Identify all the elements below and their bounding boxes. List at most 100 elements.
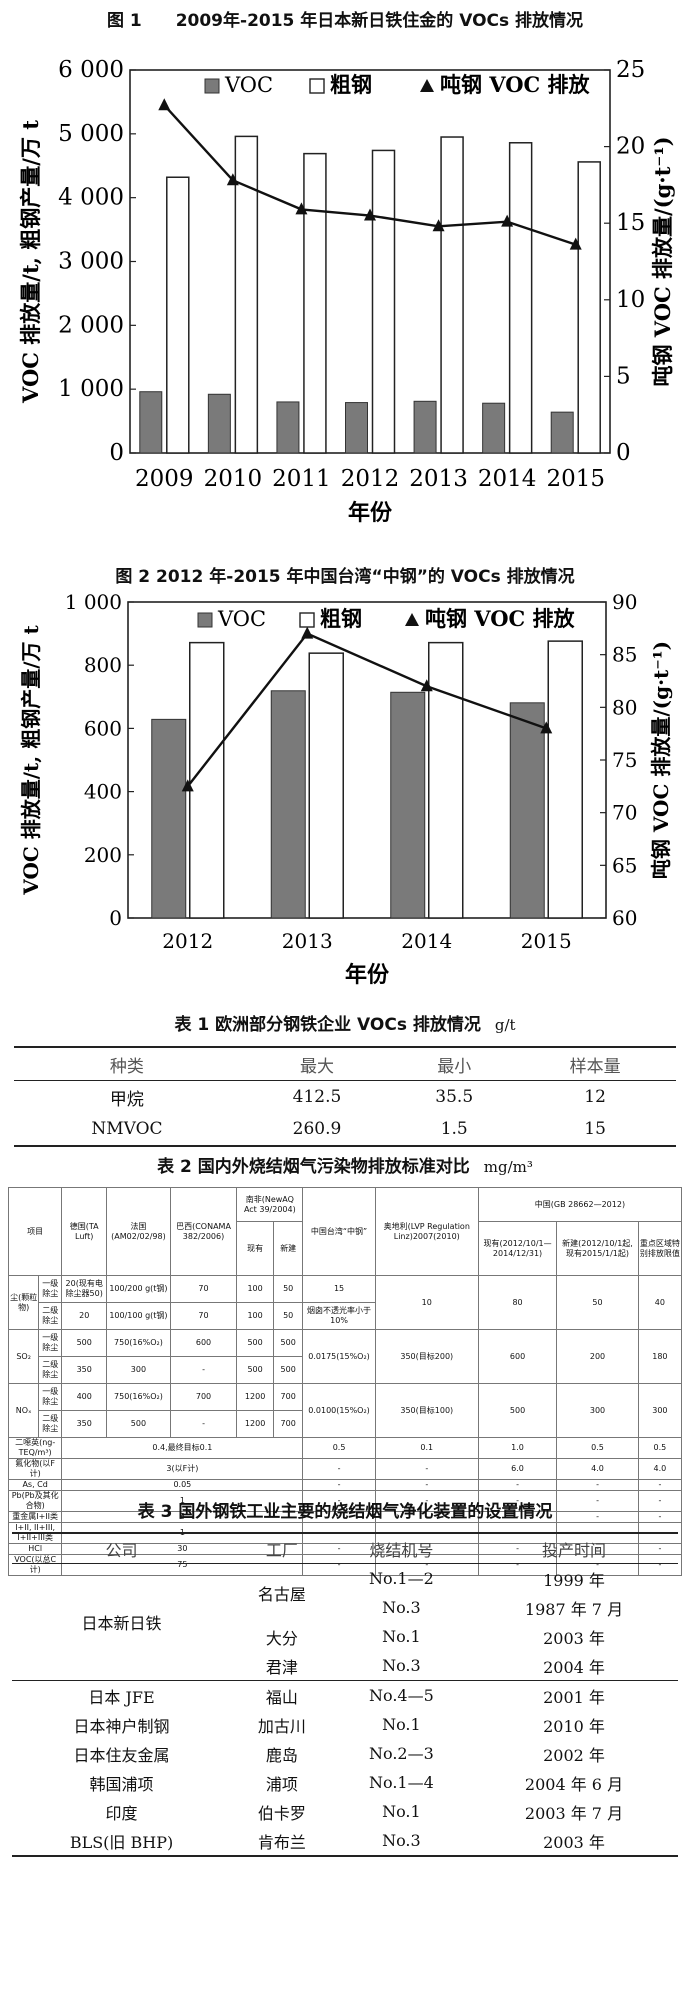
table-cell: 70 [169, 1275, 238, 1303]
table-cell: - [477, 1490, 558, 1512]
bar-voc [482, 402, 506, 454]
table-cell: 韩国浦项 [89, 1774, 154, 1794]
table-cell: 100 [236, 1302, 274, 1330]
line-point [181, 779, 194, 792]
header-china: 中国(GB 28662—2012) [477, 1187, 683, 1222]
header-germany: 德国(TA Luft) [61, 1187, 108, 1276]
table-1-title-text: 表 1 欧洲部分钢铁企业 VOCs 排放情况 [174, 1015, 481, 1035]
table-cell: 100/100 g(t钢) [106, 1302, 171, 1330]
table-cell: 2002 年 [543, 1745, 605, 1765]
header-cn-special: 重点区域特别排放限值 [637, 1221, 683, 1276]
table-cell: 2010 年 [543, 1716, 605, 1736]
table-cell: 0.4,最终目标0.1 [61, 1437, 304, 1459]
table-3-title: 表 3 国外钢铁工业主要的烧结烟气净化装置的设置情况 [137, 1502, 553, 1522]
table-cell: 2003 年 7 月 [524, 1803, 624, 1823]
table-3: 公司 工厂 烧结机号 投产时间 日本新日铁 名古屋 No.1—2 1999 年 No.3… [12, 1532, 678, 1857]
y2-tick-label: 5 [616, 363, 631, 389]
x-axis-title: 年份 [345, 962, 390, 988]
table-cell: 氟化物(以F计) [7, 1458, 63, 1480]
bar-crude-steel [234, 135, 259, 454]
table-header-cell: 最小 [394, 1047, 515, 1081]
table-cell: 二级除尘 [38, 1410, 63, 1438]
table-cell: 日本神户制钢 [73, 1716, 170, 1736]
table-cell: 1.0 [477, 1437, 558, 1459]
table-cell: 700 [169, 1383, 238, 1411]
table-cell: BLS(旧 BHP) [69, 1832, 174, 1852]
table-cell: No.1—2 [368, 1569, 434, 1588]
table-cell: 日本 JFE [12, 1680, 232, 1710]
table-cell: 一级除尘 [38, 1383, 63, 1411]
table-cell: 350(目标200) [374, 1329, 479, 1384]
table-cell: 300 [106, 1356, 171, 1384]
figure-2-chart: 0 200 400 600 800 1 000 60 65 70 75 80 85 90 2012 2013… [19, 590, 673, 988]
x-tick-label: 2014 [401, 929, 452, 953]
table-header-cell: 工厂 [231, 1533, 333, 1564]
bar-voc [207, 393, 231, 454]
table-cell: 0.0100(15%O₂) [302, 1383, 376, 1438]
y-axis-title: VOC 排放量/t, 粗钢产量/万 t [18, 120, 43, 404]
table-row: NMVOC 260.9 1.5 15 [14, 1113, 676, 1146]
bar-crude-steel [577, 161, 601, 454]
legend-label: 吨钢 VOC 排放 [440, 72, 591, 97]
table-cell: 2004 年 6 月 [524, 1774, 624, 1794]
table-1-unit: g/t [494, 1016, 516, 1034]
y2-tick-label: 25 [616, 57, 645, 83]
figure-1-chart: 0 1 000 2 000 3 000 4 000 5 000 6 000 0 5 10 15 20 2… [18, 57, 675, 526]
table-cell: 20(现有电除尘器50) [61, 1275, 108, 1303]
y2-axis-title: 吨钢 VOC 排放量/(g·t⁻¹) [649, 641, 673, 879]
table-cell: NMVOC [91, 1119, 163, 1139]
table-cell: 1.5 [440, 1119, 468, 1139]
table-cell: 40 [637, 1275, 683, 1330]
table-cell: 500 [272, 1329, 304, 1357]
table-header-cell: 种类 [14, 1047, 240, 1081]
table-cell: 500 [236, 1356, 274, 1384]
table-cell: 50 [272, 1275, 304, 1303]
table-cell: 500 [477, 1383, 558, 1438]
table-cell: No.1—4 [368, 1773, 434, 1792]
table-header-row: 现有 新建 现有(2012/10/1—2014/12/31) 新建(2012/1… [9, 1221, 683, 1276]
bar-crude-steel [547, 640, 583, 919]
header-austria: 奥地利(LVP Regulation Linz)2007(2010) [374, 1187, 479, 1276]
table-row: 二级除尘 20 100/100 g(t钢) 70 100 50 烟囱不透光率小于10% [9, 1302, 682, 1330]
header-za-current: 现有 [236, 1221, 274, 1276]
table-cell: 印度 [105, 1803, 138, 1823]
table-row: 日本住友金属 鹿岛 No.2—3 2002 年 [12, 1739, 678, 1768]
table-cell: 2003 年 [543, 1628, 605, 1648]
table-row: 重金属I+II类 5- - - - - [7, 1511, 683, 1523]
table-cell: 500 [106, 1410, 171, 1438]
table-cell: 日本住友金属 [73, 1745, 170, 1765]
table-cell: - [374, 1479, 479, 1491]
table-cell: 15 [584, 1119, 606, 1139]
table-row: 日本 JFE 福山 No.4—5 2001 年 [12, 1680, 678, 1710]
table-cell: No.1 [382, 1802, 421, 1821]
legend-swatch-steel [299, 612, 315, 628]
table-row: BLS(旧 BHP) 肯布兰 No.3 2003 年 [12, 1826, 678, 1856]
y-axis-title: VOC 排放量/t, 粗钢产量/万 t [19, 625, 43, 896]
y-tick-label: 6 000 [58, 57, 124, 83]
table-cell: 日本新日铁 [81, 1614, 162, 1633]
y2-tick-label: 75 [612, 748, 637, 772]
table-row: 二噁英(ng-TEQ/m³) 0.4,最终目标0.1 0.5 0.1 1.0 0.5 0.5 [7, 1437, 683, 1459]
table-cell: 0.5 [302, 1437, 376, 1459]
bar-voc [413, 400, 437, 454]
table-row: 印度 伯卡罗 No.1 2003 年 7 月 [12, 1797, 678, 1826]
header-cn-current: 现有(2012/10/1—2014/12/31) [477, 1221, 558, 1276]
table-2-title: 表 2 国内外烧结烟气污染物排放标准对比 mg/m³ [0, 1152, 690, 1177]
y-tick-label: 200 [84, 843, 122, 867]
y2-tick-label: 85 [612, 643, 637, 667]
table-cell: 0.5 [637, 1437, 683, 1459]
legend-marker-line [420, 79, 434, 92]
table-2-title-text: 表 2 国内外烧结烟气污染物排放标准对比 [157, 1157, 470, 1177]
x-tick-label: 2015 [521, 929, 572, 953]
table-cell: 4.0 [637, 1458, 683, 1480]
table-cell: 1999 年 [543, 1570, 605, 1590]
line-point [569, 237, 582, 250]
table-cell: 1200 [236, 1383, 274, 1411]
bar-voc [139, 391, 163, 454]
y-tick-label: 800 [84, 653, 122, 677]
table-cell: 500 [236, 1329, 274, 1357]
table-cell: No.1 [382, 1715, 421, 1734]
table-row: 日本神户制钢 加古川 No.1 2010 年 [12, 1710, 678, 1739]
table-cell: - [302, 1479, 376, 1491]
y-tick-label: 3 000 [58, 249, 124, 275]
